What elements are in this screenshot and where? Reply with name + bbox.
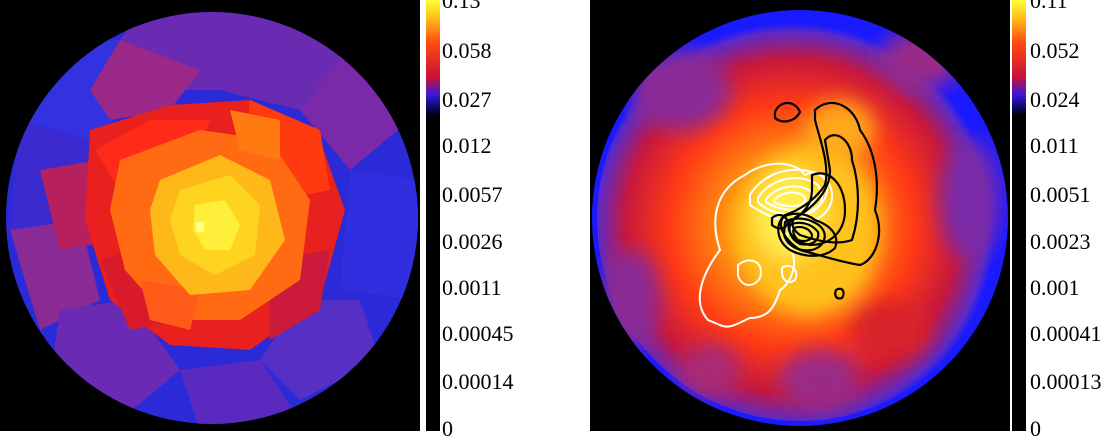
right-colorbar (1012, 0, 1026, 431)
left-tick-4: 0.0057 (442, 182, 503, 207)
left-tick-5: 0.0026 (442, 229, 503, 254)
left-tick-6: 0.0011 (442, 275, 502, 300)
right-map (590, 0, 1010, 431)
right-tick-2: 0.024 (1030, 87, 1080, 112)
right-tick-7: 0.00041 (1030, 321, 1102, 346)
right-tick-6: 0.001 (1030, 275, 1080, 300)
right-tick-5: 0.0023 (1030, 229, 1091, 254)
right-tick-8: 0.00013 (1030, 369, 1102, 394)
right-tick-3: 0.011 (1030, 133, 1079, 158)
left-map-panel (0, 0, 420, 431)
left-tick-2: 0.027 (442, 87, 492, 112)
left-tick-9: 0 (442, 416, 453, 441)
left-tick-1: 0.058 (442, 38, 492, 63)
black-contours (770, 101, 880, 300)
left-tick-0: 0.13 (442, 0, 481, 13)
right-tick-1: 0.052 (1030, 38, 1080, 63)
right-map-panel (590, 0, 1010, 431)
left-tick-3: 0.012 (442, 133, 492, 158)
right-tick-4: 0.0051 (1030, 182, 1091, 207)
left-tick-8: 0.00014 (442, 369, 514, 394)
right-tick-9: 0 (1030, 416, 1041, 441)
left-tick-7: 0.00045 (442, 321, 514, 346)
left-colorbar (426, 0, 440, 431)
left-map (0, 0, 420, 431)
right-tick-0: 0.11 (1030, 0, 1068, 13)
